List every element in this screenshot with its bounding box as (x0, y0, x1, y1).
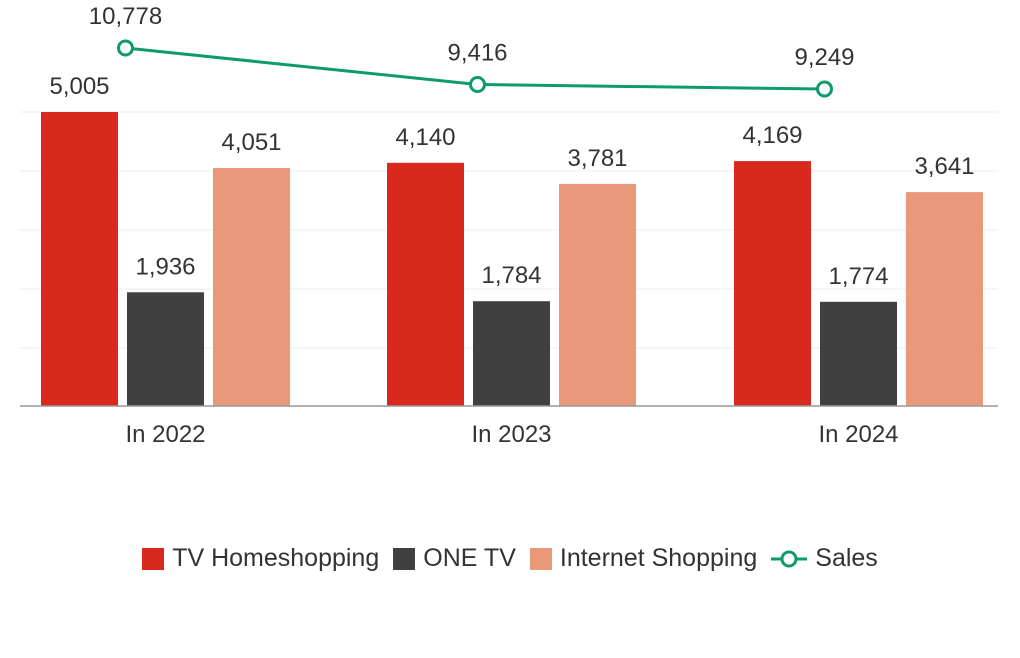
legend-label-sales: Sales (815, 544, 878, 572)
legend-label-one-tv: ONE TV (423, 544, 516, 572)
data-label-internet-shopping-in-2023: 3,781 (567, 145, 627, 172)
legend-swatch-sales-icon (771, 550, 808, 567)
data-label-tv-homeshopping-in-2024: 4,169 (742, 122, 802, 149)
bar-one-tv-in-2024[interactable] (820, 301, 897, 406)
bar-tv-homeshopping-in-2024[interactable] (734, 161, 811, 406)
legend-item-tv-homeshopping[interactable]: TV Homeshopping (142, 544, 379, 573)
data-label-sales-in-2023: 9,416 (447, 40, 507, 67)
data-label-one-tv-in-2024: 1,774 (828, 263, 888, 290)
data-label-one-tv-in-2023: 1,784 (481, 262, 541, 289)
bar-tv-homeshopping-in-2023[interactable] (387, 162, 464, 406)
legend-item-sales[interactable]: Sales (771, 544, 878, 573)
point-sales-in-2024[interactable] (816, 80, 833, 98)
bar-one-tv-in-2023[interactable] (473, 301, 550, 406)
legend-item-one-tv[interactable]: ONE TV (393, 544, 516, 573)
legend-label-internet-shopping: Internet Shopping (559, 544, 758, 572)
data-label-one-tv-in-2022: 1,936 (135, 253, 195, 280)
data-label-tv-homeshopping-in-2022: 5,005 (49, 73, 109, 100)
bar-internet-shopping-in-2023[interactable] (559, 183, 636, 406)
data-label-sales-in-2022: 10,778 (89, 3, 162, 30)
x-tick-label-in-2022: In 2022 (125, 421, 205, 448)
bar-one-tv-in-2022[interactable] (127, 292, 204, 406)
bar-internet-shopping-in-2022[interactable] (213, 168, 290, 406)
x-tick-label-in-2023: In 2023 (471, 421, 551, 448)
point-sales-in-2023[interactable] (469, 76, 486, 94)
legend: TV Homeshopping ONE TV Internet Shopping… (0, 544, 1020, 573)
x-tick-label-in-2024: In 2024 (818, 421, 898, 448)
bar-tv-homeshopping-in-2022[interactable] (41, 112, 118, 406)
bar-internet-shopping-in-2024[interactable] (906, 192, 983, 406)
data-label-sales-in-2024: 9,249 (794, 44, 854, 71)
legend-item-internet-shopping[interactable]: Internet Shopping (529, 544, 758, 573)
legend-label-tv-homeshopping: TV Homeshopping (172, 544, 380, 572)
data-label-internet-shopping-in-2022: 4,051 (221, 129, 281, 156)
legend-swatch-one-tv (393, 547, 416, 570)
point-sales-in-2022[interactable] (117, 39, 134, 57)
legend-swatch-tv-homeshopping (142, 547, 165, 570)
data-label-internet-shopping-in-2024: 3,641 (914, 153, 974, 180)
legend-swatch-internet-shopping (529, 547, 552, 570)
data-label-tv-homeshopping-in-2023: 4,140 (395, 124, 455, 151)
